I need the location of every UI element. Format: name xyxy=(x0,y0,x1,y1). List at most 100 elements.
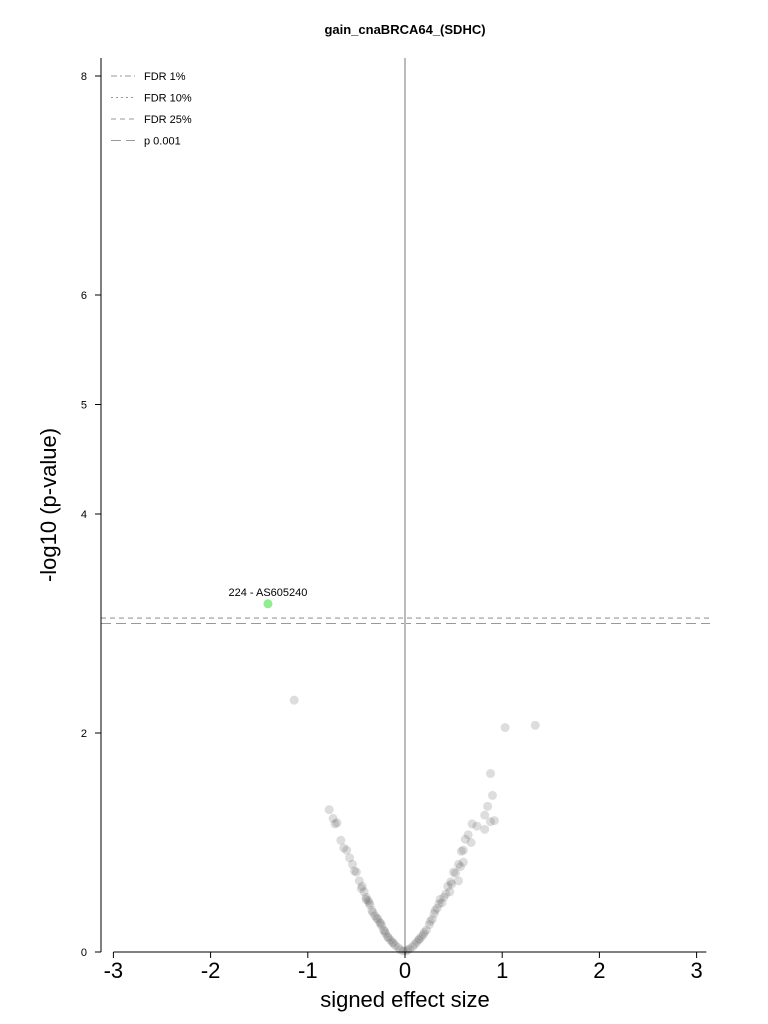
data-point xyxy=(480,824,490,834)
x-axis-label: signed effect size xyxy=(320,987,490,1012)
data-point xyxy=(368,908,378,918)
axes: 0 2 4 5 6 8 -3 -2 -1 0 1 2 3 xyxy=(81,58,707,983)
data-point xyxy=(405,944,415,954)
data-point xyxy=(453,859,463,869)
data-point xyxy=(418,929,428,939)
data-point xyxy=(408,942,418,952)
data-point xyxy=(365,900,375,910)
data-point xyxy=(351,867,361,877)
data-point xyxy=(445,887,455,897)
data-point xyxy=(489,816,499,826)
data-point xyxy=(345,853,355,863)
legend: FDR 1% FDR 10% FDR 25% p 0.001 xyxy=(111,71,192,148)
data-point xyxy=(460,834,470,844)
data-point xyxy=(483,801,493,811)
data-point xyxy=(453,876,463,886)
data-point xyxy=(339,843,349,853)
data-point xyxy=(410,939,420,949)
data-point xyxy=(449,867,459,877)
data-point xyxy=(388,938,398,948)
points-layer xyxy=(289,695,540,956)
data-point xyxy=(472,821,482,831)
data-point xyxy=(458,845,468,855)
data-point xyxy=(385,935,395,945)
data-point xyxy=(458,857,468,867)
data-point xyxy=(383,932,393,942)
highlight-label: 224 - AS605240 xyxy=(228,587,307,599)
legend-label: FDR 1% xyxy=(144,71,186,83)
data-point xyxy=(357,881,367,891)
data-point xyxy=(401,946,411,956)
data-point xyxy=(375,917,385,927)
data-point xyxy=(455,862,465,872)
data-point xyxy=(390,940,400,950)
data-point xyxy=(427,914,437,924)
x-tick-label: 0 xyxy=(399,958,411,983)
data-point xyxy=(443,881,453,891)
data-point xyxy=(425,916,435,926)
x-tick-label: -3 xyxy=(104,958,124,983)
data-point xyxy=(379,925,389,935)
data-point xyxy=(414,935,424,945)
data-point xyxy=(446,877,456,887)
data-point xyxy=(383,933,393,943)
data-point xyxy=(429,909,439,919)
data-point xyxy=(332,818,342,828)
data-point xyxy=(463,830,473,840)
data-point xyxy=(361,894,371,904)
data-point xyxy=(415,934,425,944)
y-axis-label: -log10 (p-value) xyxy=(36,428,61,582)
data-point xyxy=(336,835,346,845)
x-tick-label: 2 xyxy=(593,958,605,983)
data-point xyxy=(435,894,445,904)
data-point xyxy=(372,913,382,923)
data-point xyxy=(354,876,364,886)
data-point xyxy=(361,892,371,902)
data-point xyxy=(370,911,380,921)
highlight-layer: 224 - AS605240 xyxy=(228,587,307,609)
data-point xyxy=(367,905,377,915)
data-point xyxy=(289,695,299,705)
data-point xyxy=(377,921,387,931)
data-point xyxy=(387,937,397,947)
data-point xyxy=(530,720,540,730)
data-point xyxy=(486,769,496,779)
data-point xyxy=(417,932,427,942)
data-point xyxy=(364,898,374,908)
y-tick-label: 4 xyxy=(81,509,87,521)
data-point xyxy=(424,920,434,930)
data-point xyxy=(421,925,431,935)
data-point xyxy=(393,943,403,953)
data-point xyxy=(363,896,373,906)
data-point xyxy=(376,919,386,929)
data-point xyxy=(380,926,390,936)
data-point xyxy=(500,723,510,733)
y-tick-label: 6 xyxy=(81,290,87,302)
data-point xyxy=(412,937,422,947)
y-tick-label: 5 xyxy=(81,400,87,412)
data-point xyxy=(439,892,449,902)
data-point xyxy=(437,898,447,908)
data-point xyxy=(466,838,476,847)
y-tick-label: 8 xyxy=(81,71,87,83)
data-point xyxy=(324,805,334,815)
data-point xyxy=(451,868,461,878)
data-point xyxy=(447,879,457,889)
data-point xyxy=(487,790,497,800)
data-point xyxy=(430,905,440,915)
chart-title: gain_cnaBRCA64_(SDHC) xyxy=(324,22,485,37)
data-point xyxy=(486,817,496,827)
data-point xyxy=(381,928,391,938)
x-tick-label: -2 xyxy=(201,958,221,983)
x-tick-label: -1 xyxy=(298,958,318,983)
y-tick-label: 0 xyxy=(81,947,87,959)
data-point xyxy=(328,813,338,823)
data-point xyxy=(432,903,442,913)
data-point xyxy=(480,810,490,820)
y-tick-label: 2 xyxy=(81,728,87,740)
legend-label: FDR 10% xyxy=(144,93,192,105)
data-point xyxy=(467,819,477,829)
data-point xyxy=(330,819,340,829)
data-point xyxy=(398,946,408,956)
